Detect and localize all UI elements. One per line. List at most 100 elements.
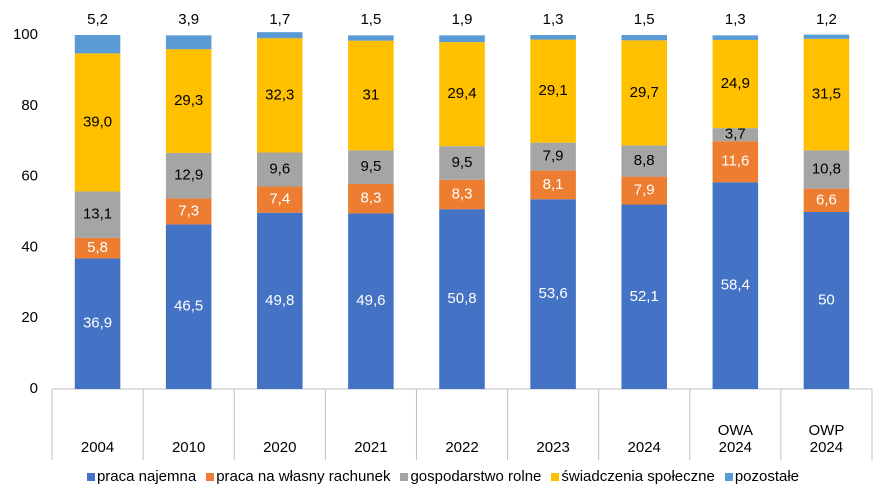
bar-segment [712,35,759,40]
data-label: 46,5 [174,298,203,315]
bar-segment [165,35,212,50]
legend-item: praca najemna [86,468,197,485]
x-tick-label: 2020 [263,439,297,456]
data-label: 8,1 [543,176,564,193]
bar-segment [165,224,212,389]
x-tick-label: 2023 [536,439,570,456]
x-tick-label: OWP 2024 [808,422,845,456]
data-label: 1,3 [543,11,564,28]
bar-segment [257,32,303,39]
bar-segment [74,237,121,259]
data-label: 29,4 [447,85,476,102]
legend-swatch [86,472,95,481]
data-label: 8,3 [360,190,381,207]
data-label: 49,8 [265,292,294,309]
data-label: 9,5 [360,158,381,175]
bar-segment [257,212,303,389]
bar-segment [621,176,667,205]
data-label: 31,5 [812,86,841,103]
data-label: 9,5 [452,154,473,171]
bar-segment [803,150,850,189]
data-label: 5,8 [87,239,108,256]
data-label: 24,9 [721,75,750,92]
legend: praca najemna praca na własny rachunek gos… [0,468,886,485]
bar-segment [621,40,667,146]
data-label: 1,2 [816,11,837,28]
data-label: 29,7 [630,84,659,101]
data-label: 1,9 [452,11,473,28]
bar-segment [348,184,394,214]
bar-segment [348,35,394,41]
data-label: 50 [818,291,835,308]
data-label: 52,1 [630,288,659,305]
y-tick-label: 100 [13,26,38,43]
data-label: 10,8 [812,160,841,177]
x-tick-label: 2010 [171,439,206,456]
data-label: 7,3 [178,202,199,219]
bar-segment [530,35,576,40]
bar-segment [165,152,212,199]
data-label: 49,6 [356,292,385,309]
data-label: 9,6 [269,160,290,177]
bar-segment [803,212,850,389]
bar-segment [257,152,303,187]
bar-segment [257,38,303,153]
data-label: 8,8 [634,152,655,169]
data-label: 12,9 [174,167,203,184]
data-label: 1,5 [634,11,655,28]
x-tick-label: 2024 [627,439,661,456]
data-label: 58,4 [721,277,750,294]
bar-segment [165,49,212,153]
bar-segment [803,188,850,212]
legend-item: gospodarstwo rolne [400,468,541,485]
bar-segment [439,146,485,180]
bar-segment [74,53,121,192]
bar-segment [621,204,667,389]
data-label: 7,9 [543,148,564,165]
bar-segment [621,35,667,41]
bar-segment [530,39,576,143]
legend-label: praca najemna [96,468,197,485]
x-tick-label: 2022 [445,439,479,456]
bar-segment [530,199,576,389]
legend-swatch [724,472,733,481]
data-label: 31 [363,87,380,104]
bar-segment [257,186,303,213]
bar-segment [74,35,121,54]
y-tick-label: 60 [21,168,38,185]
legend-label: pozostałe [734,468,800,485]
legend-label: świadczenia społeczne [561,468,715,485]
data-label: 8,3 [452,185,473,202]
data-label: 1,3 [725,11,746,28]
x-tick-label: 2021 [354,439,388,456]
bar-segment [165,198,212,225]
data-label: 36,9 [83,315,112,332]
bar-segment [621,145,667,177]
bar-segment [439,209,485,389]
data-label: 39,0 [83,113,112,130]
x-tick-label: 2004 [80,439,115,456]
bar-segment [348,213,394,389]
bar-segment [712,39,759,129]
bar-segment [439,179,485,210]
data-label: 7,9 [634,182,655,199]
y-tick-label: 80 [21,97,38,114]
bar-segment [530,170,576,200]
x-tick-label: OWA 2024 [717,422,753,456]
bar-segment [530,142,576,171]
data-label: 50,8 [447,290,476,307]
bar-segment [712,182,759,389]
legend-item: pozostałe [724,468,800,485]
y-tick-label: 40 [21,238,38,255]
bar-segment [74,258,121,389]
legend-item: świadczenia społeczne [551,468,715,485]
data-label: 32,3 [265,86,294,103]
data-label: 6,6 [816,191,837,208]
data-label: 7,4 [269,191,290,208]
data-label: 13,1 [83,206,112,223]
data-label: 3,7 [725,126,746,143]
bar-segment [439,35,485,43]
bar-segment [712,128,759,142]
data-label: 29,3 [174,92,203,109]
